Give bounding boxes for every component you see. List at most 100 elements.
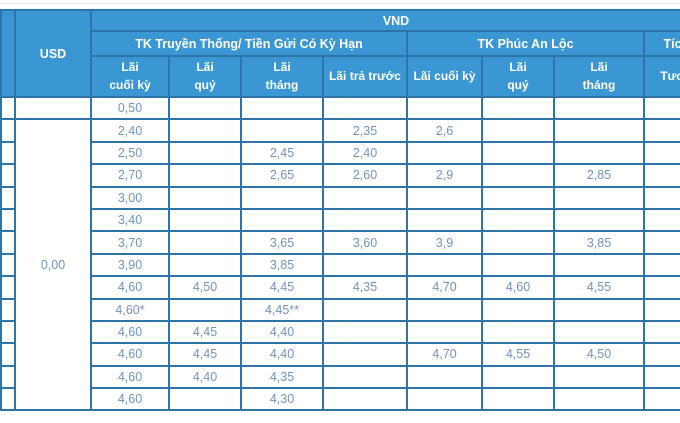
phuc-rate-cell bbox=[553, 319, 645, 345]
trad-rate-cell: 4,40 bbox=[168, 364, 242, 390]
trad-rate-cell: 4,35 bbox=[322, 275, 408, 300]
phuc-rate-cell bbox=[553, 140, 645, 166]
phuc-rate-cell bbox=[406, 252, 483, 278]
phuc-rate-cell: 3,85 bbox=[553, 230, 645, 255]
rate-row: 4,60* 4,45** bbox=[0, 297, 680, 322]
cutoff-rate-cell bbox=[642, 118, 680, 143]
phuc-rate-cell bbox=[481, 364, 555, 390]
trad-rate-cell bbox=[168, 387, 242, 412]
phuc-rate-cell bbox=[406, 319, 483, 345]
group-header-phuc-an-loc: TK Phúc An Lộc bbox=[406, 30, 645, 57]
header-row-interest-types: Lãi cuối kỳ Lãi quý Lãi tháng Lãi trả tr… bbox=[1, 55, 680, 98]
term-cell bbox=[0, 319, 16, 345]
cutoff-rate-cell bbox=[642, 364, 680, 390]
rate-row: 4,60 4,40 4,35 bbox=[0, 364, 680, 390]
trad-rate-cell: 2,65 bbox=[240, 163, 324, 188]
phuc-rate-cell: 4,70 bbox=[406, 275, 483, 300]
phuc-rate-cell: 2,9 bbox=[406, 163, 483, 188]
rates-table-scroll-area[interactable]: USD VND TK Truyền Thống/ Tiền Gửi Có Kỳ … bbox=[0, 9, 680, 421]
trad-rate-cell: 4,60* bbox=[90, 297, 170, 322]
trad-rate-cell bbox=[168, 95, 242, 121]
phuc-rate-cell bbox=[553, 95, 645, 121]
phuc-rate-cell bbox=[481, 140, 555, 166]
trad-rate-cell bbox=[168, 207, 242, 233]
trad-rate-cell bbox=[240, 207, 324, 233]
phuc-rate-cell bbox=[481, 95, 555, 121]
vnd-column-header: VND bbox=[89, 9, 680, 32]
cutoff-rate-cell bbox=[642, 140, 680, 166]
trad-rate-cell: 4,60 bbox=[90, 342, 170, 367]
term-cell bbox=[0, 118, 16, 143]
phuc-rate-cell bbox=[481, 185, 555, 210]
trad-rate-cell bbox=[322, 252, 408, 278]
trad-rate-cell bbox=[322, 207, 408, 233]
phuc-rate-cell: 4,55 bbox=[553, 275, 645, 300]
rate-row: 3,90 3,85 bbox=[0, 252, 680, 278]
trad-rate-cell: 4,30 bbox=[240, 387, 324, 412]
trad-rate-cell bbox=[322, 319, 408, 345]
phuc-rate-cell bbox=[553, 364, 645, 390]
trad-rate-cell bbox=[168, 140, 242, 166]
term-cell bbox=[0, 252, 16, 278]
trad-rate-cell: 2,45 bbox=[240, 140, 324, 166]
phuc-rate-cell: 4,70 bbox=[406, 342, 483, 367]
trad-rate-cell bbox=[168, 230, 242, 255]
trad-rate-cell: 0,50 bbox=[90, 95, 170, 121]
cutoff-rate-cell bbox=[642, 95, 680, 121]
phuc-rate-cell: 4,60 bbox=[481, 275, 555, 300]
phuc-rate-cell bbox=[553, 252, 645, 278]
trad-rate-cell: 4,60 bbox=[90, 364, 170, 390]
phuc-rate-cell bbox=[406, 185, 483, 210]
cutoff-rate-cell bbox=[642, 230, 680, 255]
trad-rate-cell: 4,45 bbox=[240, 275, 324, 300]
header-row-products: TK Truyền Thống/ Tiền Gửi Có Kỳ Hạn TK P… bbox=[1, 30, 680, 57]
trad-rate-cell: 2,40 bbox=[322, 140, 408, 166]
trad-rate-cell bbox=[168, 185, 242, 210]
subheader-cutoff: Tươ bbox=[642, 55, 680, 98]
cutoff-rate-cell bbox=[642, 319, 680, 345]
usd-column-header: USD bbox=[14, 9, 92, 98]
cutoff-rate-cell bbox=[642, 252, 680, 278]
phuc-rate-cell bbox=[481, 387, 555, 412]
usd-rate-cell bbox=[14, 95, 92, 121]
term-cell bbox=[0, 342, 16, 367]
trad-rate-cell: 4,45** bbox=[240, 297, 324, 322]
trad-rate-cell: 4,50 bbox=[168, 275, 242, 300]
cutoff-rate-cell bbox=[642, 163, 680, 188]
phuc-rate-cell bbox=[481, 230, 555, 255]
term-cell bbox=[0, 163, 16, 188]
term-cell bbox=[0, 185, 16, 210]
phuc-rate-cell: 2,85 bbox=[553, 163, 645, 188]
trad-rate-cell bbox=[168, 252, 242, 278]
trad-rate-cell bbox=[168, 118, 242, 143]
term-cell bbox=[0, 95, 16, 121]
trad-rate-cell: 3,70 bbox=[90, 230, 170, 255]
trad-rate-cell bbox=[322, 297, 408, 322]
top-divider bbox=[0, 3, 680, 4]
trad-rate-cell: 4,45 bbox=[168, 319, 242, 345]
phuc-rate-cell bbox=[481, 319, 555, 345]
cutoff-rate-cell bbox=[642, 185, 680, 210]
term-cell bbox=[0, 207, 16, 233]
term-cell bbox=[0, 387, 16, 412]
cutoff-rate-cell bbox=[642, 207, 680, 233]
phuc-rate-cell bbox=[481, 297, 555, 322]
trad-rate-cell bbox=[322, 364, 408, 390]
phuc-rate-cell bbox=[553, 207, 645, 233]
phuc-rate-cell bbox=[553, 118, 645, 143]
phuc-rate-cell: 4,50 bbox=[553, 342, 645, 367]
phuc-rate-cell bbox=[406, 140, 483, 166]
trad-rate-cell bbox=[322, 185, 408, 210]
term-cell bbox=[0, 275, 16, 300]
trad-rate-cell: 3,40 bbox=[90, 207, 170, 233]
rate-row: 4,60 4,45 4,40 bbox=[0, 319, 680, 345]
phuc-rate-cell bbox=[481, 163, 555, 188]
phuc-rate-cell bbox=[406, 95, 483, 121]
rate-row: 4,60 4,45 4,40 4,70 4,55 4,50 bbox=[0, 342, 680, 367]
trad-rate-cell: 4,40 bbox=[240, 319, 324, 345]
phuc-rate-cell: 4,55 bbox=[481, 342, 555, 367]
subheader-trad-prepaid: Lãi trả trước bbox=[322, 55, 408, 98]
rate-row: 3,40 bbox=[0, 207, 680, 233]
trad-rate-cell: 2,35 bbox=[322, 118, 408, 143]
term-cell bbox=[0, 364, 16, 390]
